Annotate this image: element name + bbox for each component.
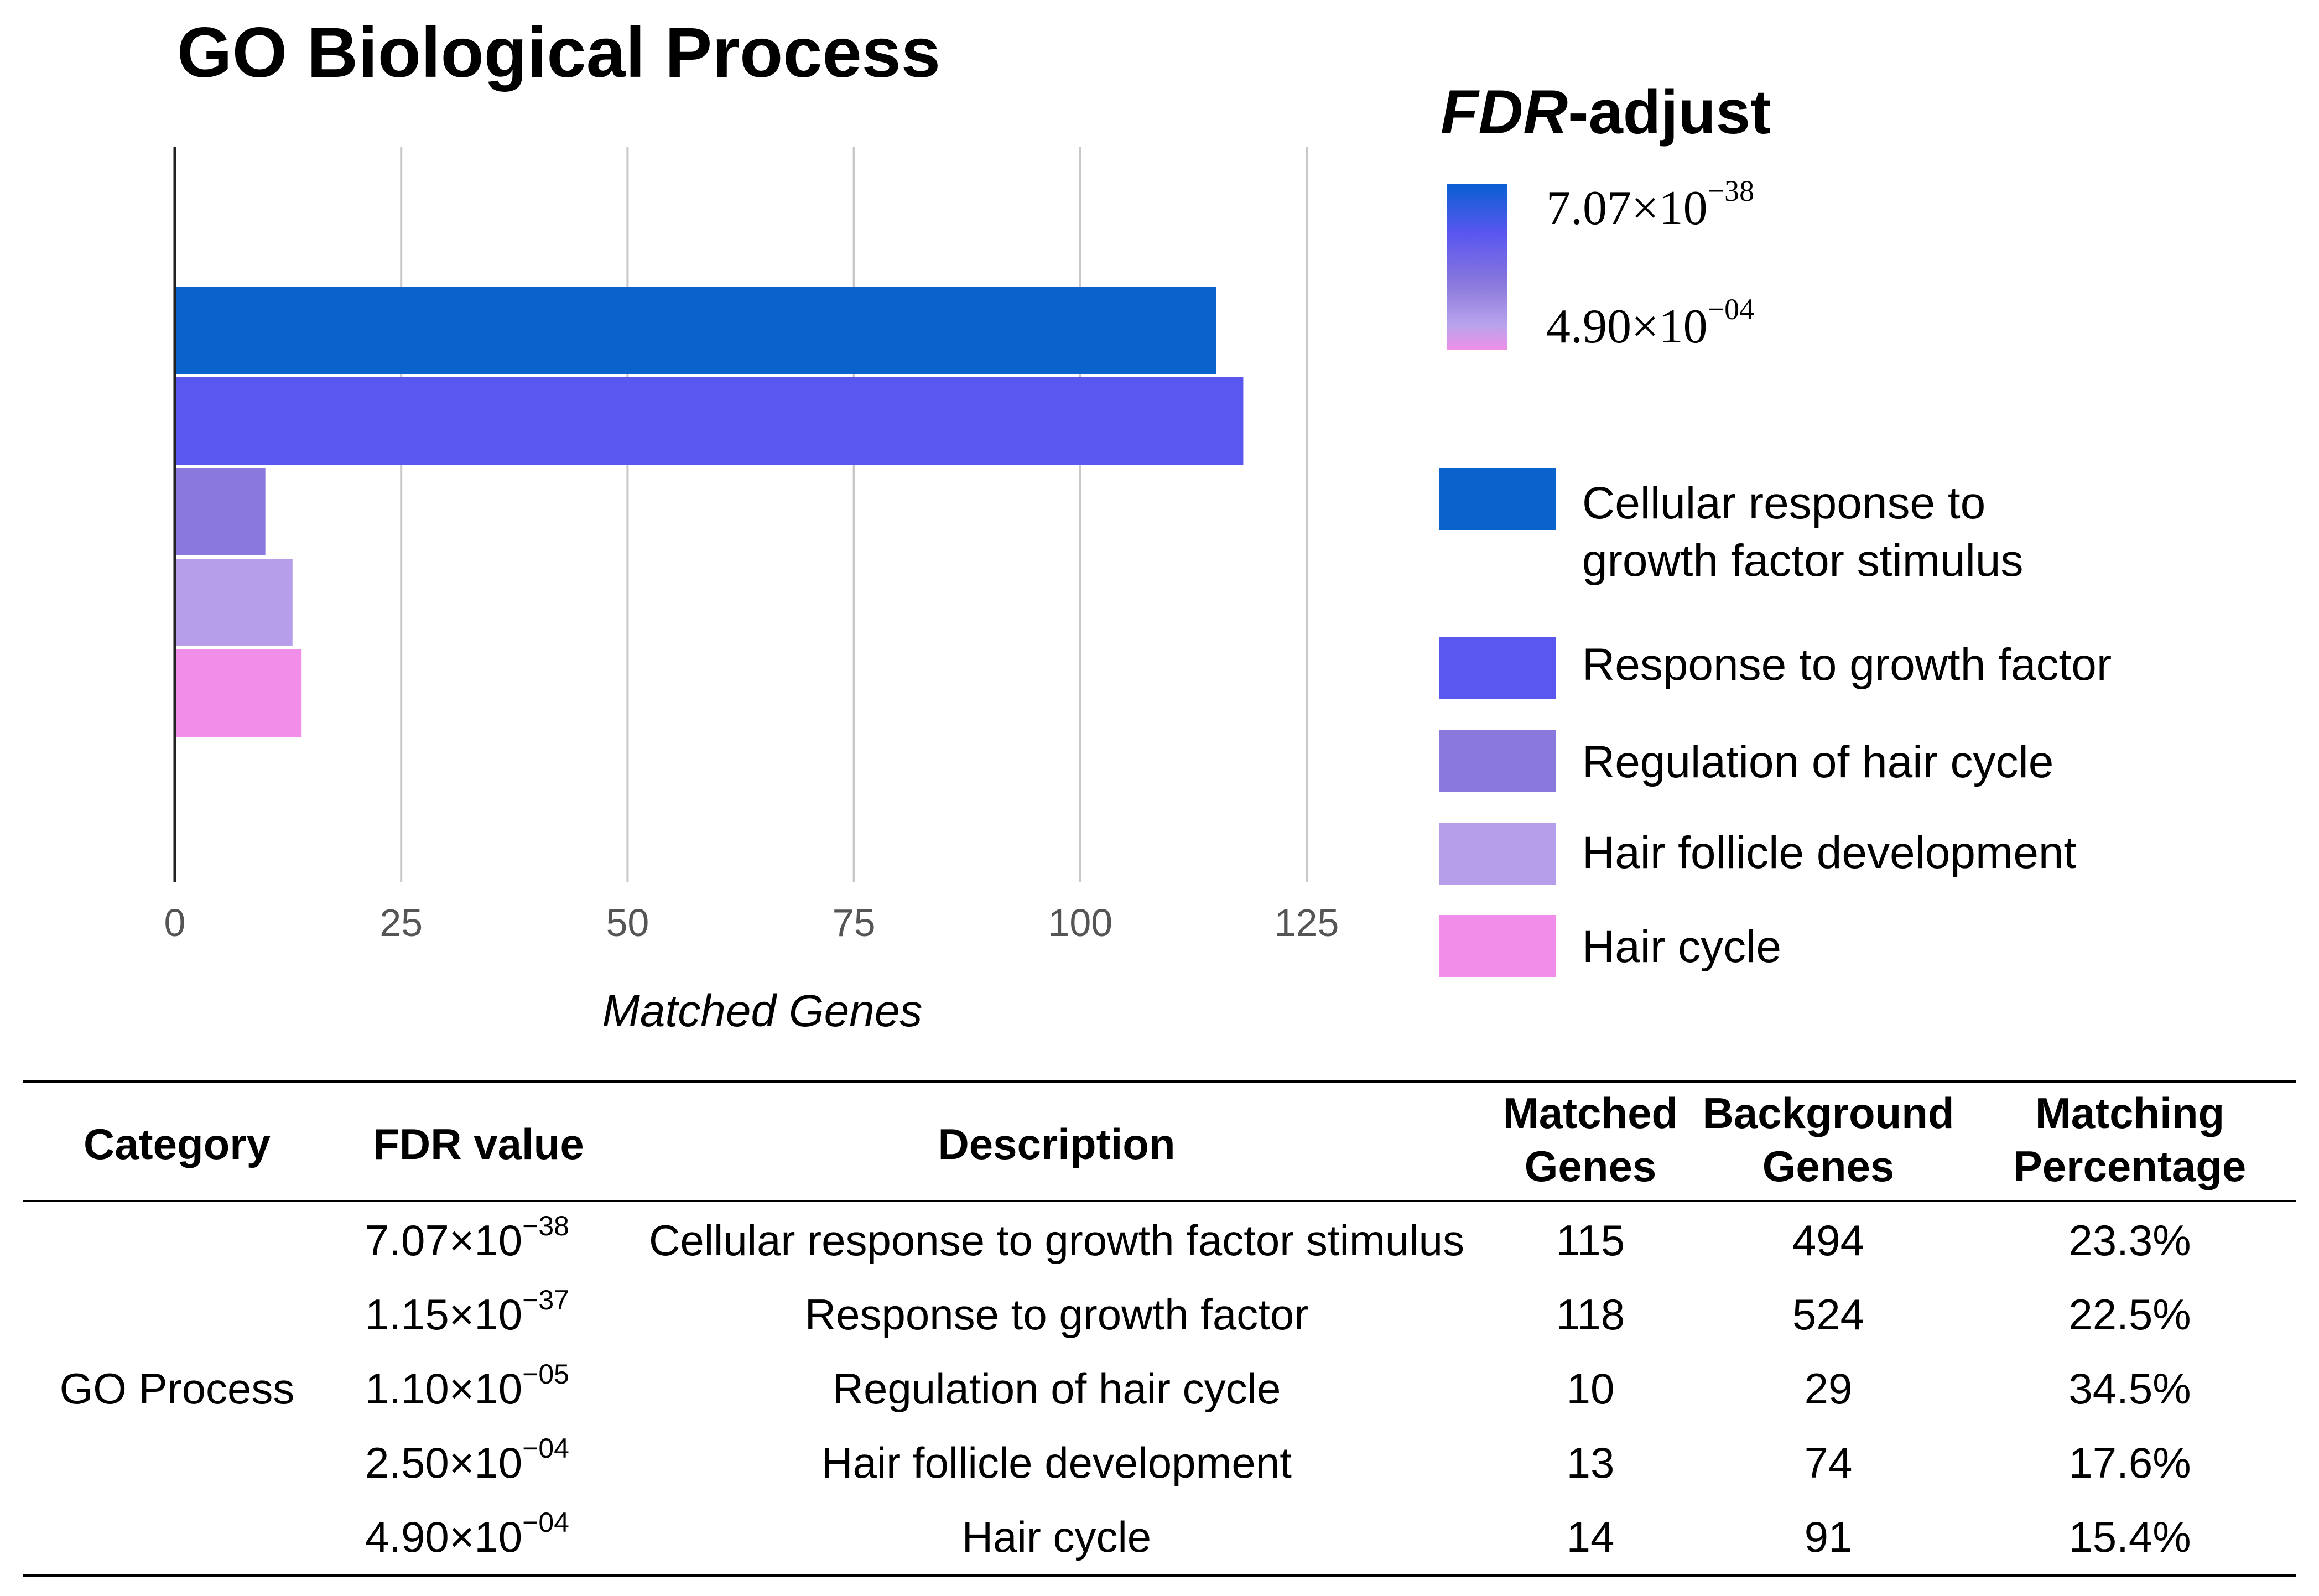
- table-row-fdr: 2.50×10−04: [365, 1433, 569, 1487]
- table-row-background: 524: [1792, 1290, 1865, 1339]
- legend-swatch-hair-follicle: [1439, 823, 1556, 885]
- bar-hair-cycle: [175, 649, 302, 737]
- header-category: Category: [83, 1120, 271, 1168]
- table-header-rule: [23, 1200, 2296, 1202]
- table-top-rule: [23, 1080, 2296, 1083]
- table-row-fdr: 4.90×10−04: [365, 1507, 569, 1561]
- table-row-description: Regulation of hair cycle: [832, 1364, 1281, 1413]
- table-row-percentage: 22.5%: [2068, 1290, 2191, 1339]
- table-row-matched: 13: [1566, 1438, 1615, 1487]
- x-tick-label-75: 75: [833, 901, 876, 944]
- fdr-gradient-bar: [1447, 184, 1507, 350]
- legend-label-response-growth-factor: Response to growth factor: [1582, 640, 2112, 690]
- header-background-genes: Background Genes: [1702, 1089, 1954, 1190]
- legend-label-regulation-hair-cycle: Regulation of hair cycle: [1582, 737, 2054, 787]
- bar-chart: 0 25 50 75 100 125 Matched Genes: [164, 147, 1339, 1036]
- x-tick-label-25: 25: [379, 901, 423, 944]
- chart-title: GO Biological Process: [177, 13, 940, 92]
- table-row-background: 91: [1804, 1512, 1853, 1561]
- table-row-description: Hair follicle development: [821, 1438, 1292, 1487]
- legend-swatch-hair-cycle: [1439, 915, 1556, 977]
- legend-swatch-regulation-hair-cycle: [1439, 730, 1556, 792]
- table-row-background: 74: [1804, 1438, 1853, 1487]
- x-tick-label-0: 0: [164, 901, 186, 944]
- x-tick-label-50: 50: [606, 901, 649, 944]
- x-axis-label: Matched Genes: [602, 986, 923, 1036]
- legend-swatch-cellular-response: [1439, 468, 1556, 530]
- bar-response-to-growth-factor: [175, 377, 1244, 465]
- category-cell: GO Process: [59, 1364, 295, 1413]
- table-row-fdr: 1.10×10−05: [365, 1359, 569, 1413]
- table-row-background: 494: [1792, 1216, 1865, 1265]
- legend-label-hair-cycle: Hair cycle: [1582, 922, 1781, 972]
- gradient-max-label: 7.07×10−38: [1546, 174, 1755, 235]
- legend-label-cellular-response: Cellular response to growth factor stimul…: [1582, 478, 2024, 586]
- fdr-legend-title: FDR-adjust: [1441, 77, 1771, 147]
- table-row-matched: 10: [1566, 1364, 1615, 1413]
- table-row-fdr: 7.07×10−38: [365, 1210, 569, 1265]
- header-matched-genes: Matched Genes: [1502, 1089, 1678, 1190]
- header-description: Description: [938, 1120, 1176, 1168]
- header-fdr: FDR value: [373, 1120, 584, 1168]
- bar-cellular-response-to-growth-factor-stimulus: [175, 287, 1216, 374]
- header-matching-percentage: Matching Percentage: [2013, 1089, 2247, 1190]
- x-tick-label-100: 100: [1048, 901, 1112, 944]
- table-row-matched: 118: [1556, 1290, 1625, 1339]
- bar-hair-follicle-development: [175, 559, 293, 646]
- table-bottom-rule: [23, 1574, 2296, 1577]
- legend-swatch-response-growth-factor: [1439, 637, 1556, 699]
- legend-label-hair-follicle: Hair follicle development: [1582, 828, 2077, 878]
- table-row-matched: 14: [1566, 1512, 1615, 1561]
- table-row-percentage: 17.6%: [2068, 1438, 2191, 1487]
- table-row-description: Hair cycle: [961, 1512, 1152, 1561]
- table-row-fdr: 1.15×10−37: [365, 1285, 569, 1339]
- table-row-background: 29: [1804, 1364, 1853, 1413]
- table-row-percentage: 23.3%: [2068, 1216, 2191, 1265]
- table-row-matched: 115: [1556, 1216, 1625, 1265]
- table-row-percentage: 15.4%: [2068, 1512, 2191, 1561]
- table-row-percentage: 34.5%: [2068, 1364, 2191, 1413]
- bar-regulation-of-hair-cycle: [175, 468, 266, 555]
- table-row-description: Response to growth factor: [804, 1290, 1309, 1339]
- gradient-min-label: 4.90×10−04: [1546, 293, 1755, 353]
- table-row-description: Cellular response to growth factor stimu…: [649, 1216, 1464, 1265]
- x-tick-label-125: 125: [1275, 901, 1339, 944]
